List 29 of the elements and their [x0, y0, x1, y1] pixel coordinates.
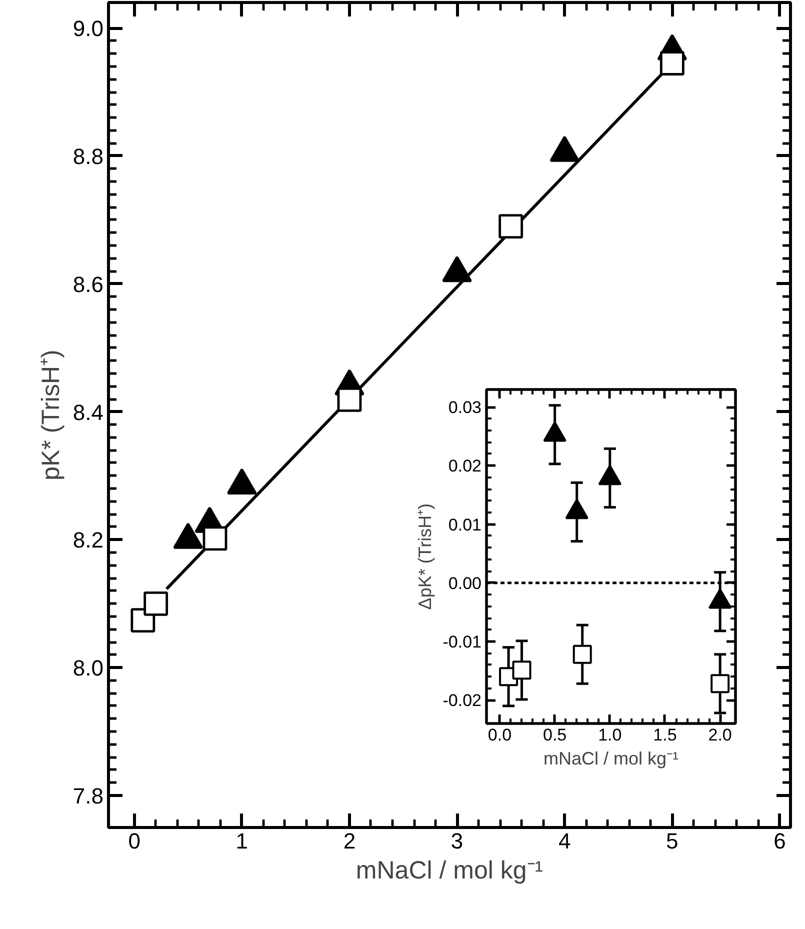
y-axis-title: ΔpK* (TrisH⁺) — [414, 503, 435, 610]
y-tick-label: 9.0 — [72, 16, 104, 42]
y-axis-title: pK* (TrisH⁺) — [36, 350, 65, 480]
x-tick-label: 2.0 — [708, 726, 732, 744]
y-tick-label: 0.02 — [448, 456, 482, 476]
y-tick-label: 8.8 — [72, 144, 104, 169]
y-tick-label: 0.03 — [448, 398, 482, 418]
x-axis-title: mNaCl / mol kg⁻¹ — [356, 856, 544, 884]
x-tick-label: 1.0 — [598, 726, 622, 744]
y-tick-label: 0.01 — [448, 515, 482, 534]
x-tick-label: 1 — [236, 828, 248, 854]
x-tick-label: 0.0 — [488, 726, 512, 744]
x-axis-title: mNaCl / mol kg⁻¹ — [543, 748, 679, 768]
y-tick-label: 7.8 — [72, 784, 104, 809]
y-tick-label: 8.6 — [72, 272, 104, 297]
x-tick-label: 6 — [774, 828, 786, 854]
x-tick-label: 5 — [666, 828, 678, 854]
y-tick-label: 8.2 — [72, 528, 104, 553]
x-tick-label: 0.5 — [542, 726, 567, 744]
x-tick-label: 2 — [343, 828, 356, 854]
y-tick-label: 8.0 — [72, 656, 104, 681]
y-tick-label: 0.00 — [448, 574, 482, 593]
x-tick-label: 1.5 — [653, 726, 677, 744]
x-tick-label: 4 — [558, 828, 571, 854]
y-tick-label: -0.01 — [442, 632, 482, 652]
x-tick-label: 3 — [450, 828, 464, 854]
y-tick-label: -0.02 — [442, 691, 482, 710]
x-tick-label: 0 — [128, 828, 140, 854]
y-tick-label: 8.4 — [72, 400, 104, 425]
